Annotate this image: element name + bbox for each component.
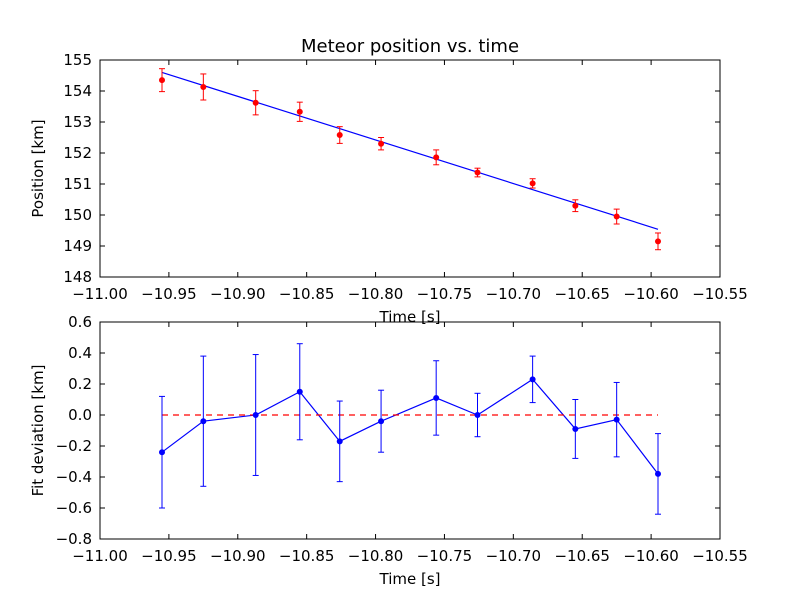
bottom-ytick-label: −0.4 [56,468,92,486]
top-x-axis-label: Time [s] [379,308,441,326]
top-xtick-label: −10.75 [417,285,473,303]
bottom-xtick-label: −10.95 [141,547,197,565]
position-point [336,132,343,139]
residual-point [433,394,440,401]
top-ytick-label: 151 [63,175,92,193]
residual-point [159,449,165,456]
top-ytick-label: 154 [63,82,92,100]
top-chart-title: Meteor position vs. time [301,36,519,57]
bottom-y-axis-label: Fit deviation [km] [29,365,47,497]
position-point [529,180,536,187]
residual-point [200,418,207,425]
bottom-ytick-label: −0.6 [56,499,92,517]
top-xtick-label: −10.80 [348,285,404,303]
bottom-ytick-label: 0.6 [68,313,92,331]
bottom-xtick-label: −10.55 [692,547,748,565]
top-ytick-label: 150 [63,206,92,224]
residual-point [378,418,385,425]
residual-point [529,376,536,383]
bottom-axes-frame [99,321,721,540]
top-axes-frame [99,59,721,278]
position-point [296,108,303,115]
bottom-panel: −11.00 −10.95 −10.90 −10.85 −10.80 −10.75 −10.… [29,313,748,588]
position-point [433,154,440,161]
top-ytick-label: 149 [63,237,92,255]
position-point [159,77,165,84]
residual-line [161,378,659,475]
top-xtick-label: −10.90 [210,285,266,303]
top-xtick-label: −10.60 [623,285,679,303]
top-panel: −11.00 −10.95 −10.90 −10.85 −10.80 −10.75 −10.… [29,36,748,326]
bottom-ytick-label: 0.4 [68,344,92,362]
bottom-xtick-label: −11.00 [72,547,128,565]
residual-point [474,412,481,418]
bottom-xtick-label: −10.70 [486,547,542,565]
residual-point [572,425,579,432]
top-xtick-label: −10.70 [486,285,542,303]
top-y-axis-label: Position [km] [29,119,47,217]
bottom-x-axis-label: Time [s] [379,570,441,588]
bottom-xtick-label: −10.80 [348,547,404,565]
residual-point [613,416,620,423]
top-xtick-label: −10.85 [279,285,335,303]
top-ytick-label: 155 [63,51,92,69]
residual-point [252,412,259,418]
bottom-xtick-label: −10.85 [279,547,335,565]
top-xtick-label: −10.65 [554,285,610,303]
bottom-ytick-label: −0.8 [56,530,92,548]
top-ytick-label: 152 [63,144,92,162]
residual-point [296,388,303,395]
top-xtick-label: −11.00 [72,285,128,303]
fit-line [161,71,659,230]
top-xtick-label: −10.95 [141,285,197,303]
bottom-xtick-label: −10.75 [417,547,473,565]
bottom-ytick-label: −0.2 [56,437,92,455]
top-ytick-label: 153 [63,113,92,131]
position-point [252,99,259,106]
residual-point [655,470,661,477]
residual-point [336,438,343,445]
bottom-ytick-label: 0.2 [68,375,92,393]
bottom-xtick-label: −10.60 [623,547,679,565]
position-point [200,83,207,90]
bottom-xtick-label: −10.65 [554,547,610,565]
bottom-xtick-label: −10.90 [210,547,266,565]
top-ytick-label: 148 [63,268,92,286]
bottom-ytick-label: 0.0 [68,406,92,424]
top-xtick-label: −10.55 [692,285,748,303]
position-point [613,213,620,220]
position-point [378,140,385,147]
position-point [655,238,661,245]
position-point [572,202,579,209]
position-point [474,169,481,176]
